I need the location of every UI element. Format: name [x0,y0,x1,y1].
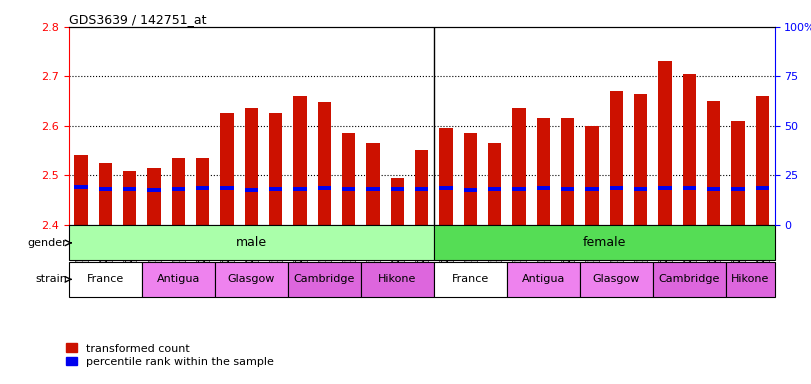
Bar [245,108,258,225]
Bar [75,185,88,189]
Bar [561,118,574,225]
Text: male: male [236,237,267,249]
Bar [294,187,307,191]
Bar [221,113,234,225]
Text: strain: strain [36,274,67,285]
Bar [707,187,720,190]
Bar [756,96,769,225]
Bar [196,158,209,225]
Bar [537,118,550,225]
Text: Cambridge: Cambridge [294,274,355,285]
Bar [464,188,477,192]
Text: female: female [582,237,626,249]
Bar [610,186,623,190]
Legend: transformed count, percentile rank within the sample: transformed count, percentile rank withi… [67,343,274,367]
Bar [415,187,428,191]
Bar [172,158,185,225]
Bar [610,91,623,225]
Bar [659,185,672,190]
Bar [434,262,507,297]
Bar [732,187,744,190]
Bar [367,143,380,225]
Bar [726,262,775,297]
Bar [99,163,112,225]
Bar [653,262,726,297]
Bar [488,143,501,225]
Bar [756,185,769,190]
Bar [513,187,526,190]
Bar [659,61,672,225]
Bar [361,262,434,297]
Bar [440,185,453,190]
Bar [464,133,477,225]
Text: France: France [87,274,124,285]
Bar [634,94,647,225]
Bar [99,187,112,190]
Text: Antigua: Antigua [157,274,200,285]
Bar [513,108,526,225]
Bar [69,262,142,297]
Bar [196,186,209,190]
Text: GDS3639 / 142751_at: GDS3639 / 142751_at [69,13,207,26]
Bar [707,101,720,225]
Bar [172,187,185,191]
Bar [634,187,647,190]
Bar [288,262,361,297]
Bar [69,225,434,260]
Bar [215,262,288,297]
Bar [434,225,775,260]
Bar [75,156,88,225]
Bar [586,187,599,191]
Bar [221,186,234,190]
Bar [440,128,453,225]
Bar [142,262,215,297]
Bar [245,188,258,192]
Bar [488,187,501,190]
Bar [391,178,404,225]
Bar [683,74,696,225]
Text: Hikone: Hikone [731,274,770,285]
Text: Glasgow: Glasgow [593,274,640,285]
Bar [561,187,574,190]
Bar [318,186,331,190]
Bar [683,185,696,190]
Bar [148,188,161,192]
Text: France: France [452,274,489,285]
Bar [342,187,355,191]
Text: Antigua: Antigua [521,274,565,285]
Bar [580,262,653,297]
Text: Cambridge: Cambridge [659,274,720,285]
Bar [123,171,136,225]
Bar [318,102,331,225]
Bar [507,262,580,297]
Bar [391,187,404,191]
Bar [367,187,380,191]
Bar [342,133,355,225]
Text: Glasgow: Glasgow [228,274,275,285]
Bar [148,168,161,225]
Bar [415,151,428,225]
Bar [586,126,599,225]
Bar [123,187,136,191]
Text: Hikone: Hikone [378,274,417,285]
Bar [537,186,550,190]
Bar [732,121,744,225]
Bar [269,113,282,225]
Bar [269,187,282,190]
Bar [294,96,307,225]
Text: gender: gender [28,238,67,248]
